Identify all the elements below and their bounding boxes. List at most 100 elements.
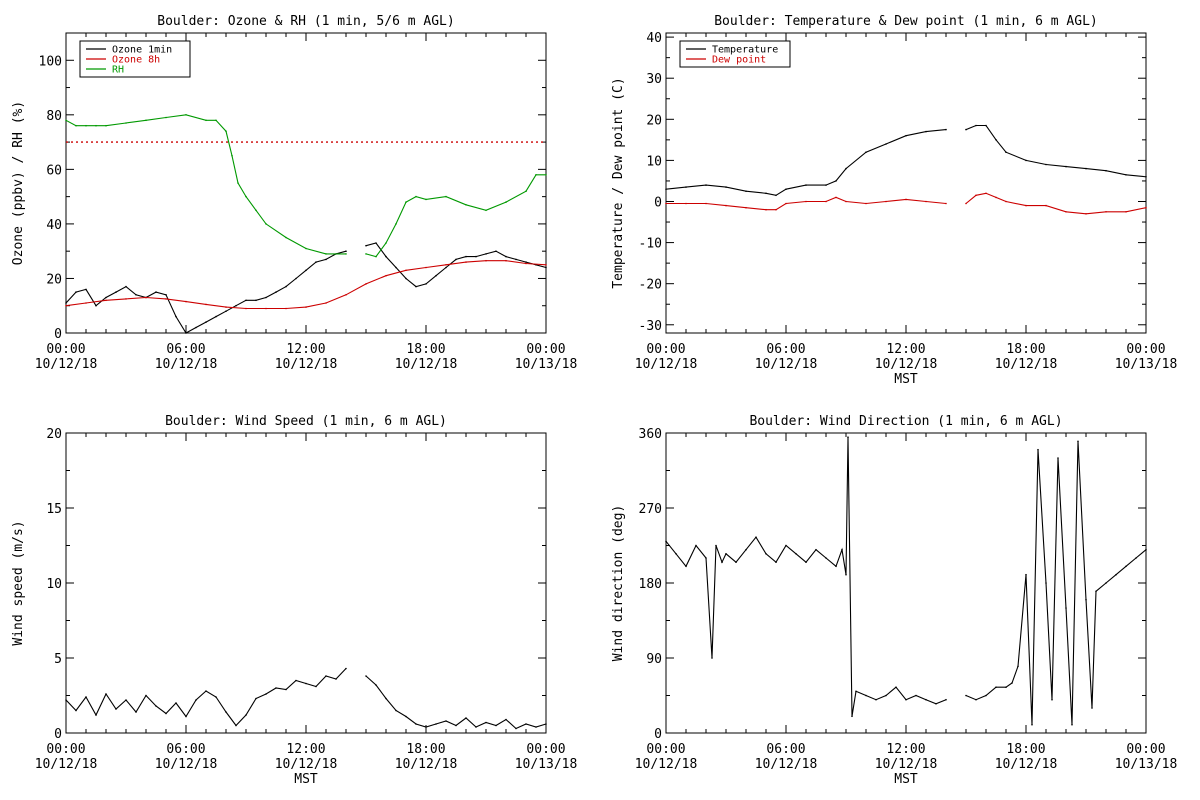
legend-label: Ozone 1min	[112, 45, 172, 56]
data-point	[195, 326, 197, 329]
data-point	[85, 288, 87, 291]
data-point	[215, 696, 217, 698]
plot-frame	[65, 32, 547, 334]
data-point	[885, 143, 887, 145]
data-point	[435, 723, 437, 725]
data-point	[525, 261, 527, 263]
data-point	[1037, 448, 1039, 451]
data-point	[1005, 151, 1007, 153]
data-point	[685, 565, 687, 568]
chart-title: Boulder: Ozone & RH (1 min, 5/6 m AGL)	[157, 14, 454, 29]
data-point	[1017, 665, 1019, 668]
data-point	[285, 236, 287, 239]
x-axis-label: MST	[894, 372, 918, 387]
data-point	[825, 557, 827, 559]
data-point	[335, 678, 337, 680]
data-point	[775, 208, 777, 211]
data-point	[205, 321, 207, 323]
data-point	[495, 250, 497, 252]
y-tick-label: 20	[646, 113, 662, 128]
data-point	[1077, 440, 1079, 443]
x-tick-time: 18:00	[406, 342, 445, 357]
x-tick-date: 10/12/18	[755, 757, 818, 772]
y-tick-label: 100	[39, 54, 62, 69]
data-point	[965, 128, 967, 131]
data-point	[455, 724, 457, 727]
data-point	[275, 291, 277, 293]
data-point	[425, 726, 427, 728]
x-tick-date: 10/12/18	[395, 757, 458, 772]
data-point	[85, 302, 87, 304]
y-tick-label: 80	[46, 109, 62, 124]
data-point	[235, 304, 237, 307]
x-tick-date: 10/12/18	[995, 357, 1058, 372]
data-point	[65, 302, 67, 304]
data-point	[405, 201, 407, 203]
data-point	[285, 285, 287, 288]
data-point	[345, 294, 347, 296]
data-point	[265, 307, 267, 310]
data-point	[105, 124, 107, 127]
data-point	[985, 192, 987, 195]
data-point	[755, 536, 757, 538]
data-point	[415, 195, 417, 198]
x-tick-time: 00:00	[1126, 742, 1165, 757]
x-tick-time: 18:00	[406, 742, 445, 757]
data-point	[685, 202, 687, 205]
data-point	[405, 269, 407, 272]
data-point	[705, 557, 707, 559]
data-point	[75, 709, 77, 712]
data-point	[715, 544, 717, 547]
data-point	[925, 200, 927, 203]
data-point	[835, 180, 837, 182]
data-point	[695, 544, 697, 547]
series-line-1	[65, 668, 547, 730]
data-point	[485, 209, 487, 212]
data-point	[155, 291, 157, 293]
data-point	[315, 685, 317, 688]
data-point	[105, 693, 107, 695]
x-axis-label: MST	[294, 772, 318, 787]
data-point	[705, 184, 707, 186]
data-point	[925, 130, 927, 133]
x-tick-time: 12:00	[286, 342, 325, 357]
data-point	[945, 128, 947, 131]
data-point	[325, 258, 327, 261]
data-point	[1051, 698, 1053, 701]
data-point	[835, 196, 837, 199]
data-point	[125, 298, 127, 300]
x-tick-date: 10/13/18	[1115, 757, 1178, 772]
data-point	[725, 553, 727, 555]
data-point	[1091, 707, 1093, 709]
x-tick-time: 00:00	[1126, 342, 1165, 357]
data-point	[685, 186, 687, 188]
data-point	[145, 296, 147, 299]
x-tick-time: 00:00	[46, 342, 85, 357]
data-point	[475, 726, 477, 728]
data-point	[345, 250, 347, 252]
data-point	[775, 561, 777, 563]
data-point	[225, 711, 227, 713]
y-tick-label: 5	[54, 652, 62, 667]
data-point	[95, 714, 97, 716]
x-tick-time: 06:00	[166, 342, 205, 357]
data-point	[205, 690, 207, 692]
data-point	[435, 274, 437, 277]
data-point	[215, 315, 217, 318]
data-point	[275, 687, 277, 689]
data-point	[415, 723, 417, 725]
x-tick-date: 10/12/18	[275, 357, 338, 372]
data-point	[155, 705, 157, 707]
data-point	[765, 208, 767, 211]
data-point	[465, 717, 467, 719]
data-point	[665, 202, 667, 205]
data-point	[445, 264, 447, 266]
data-point	[385, 697, 387, 700]
data-point	[1065, 211, 1067, 213]
x-tick-date: 10/12/18	[155, 357, 218, 372]
data-point	[405, 715, 407, 718]
legend-box	[79, 40, 191, 78]
data-point	[525, 723, 527, 725]
y-tick-label: 0	[654, 727, 662, 742]
data-point	[225, 310, 227, 313]
